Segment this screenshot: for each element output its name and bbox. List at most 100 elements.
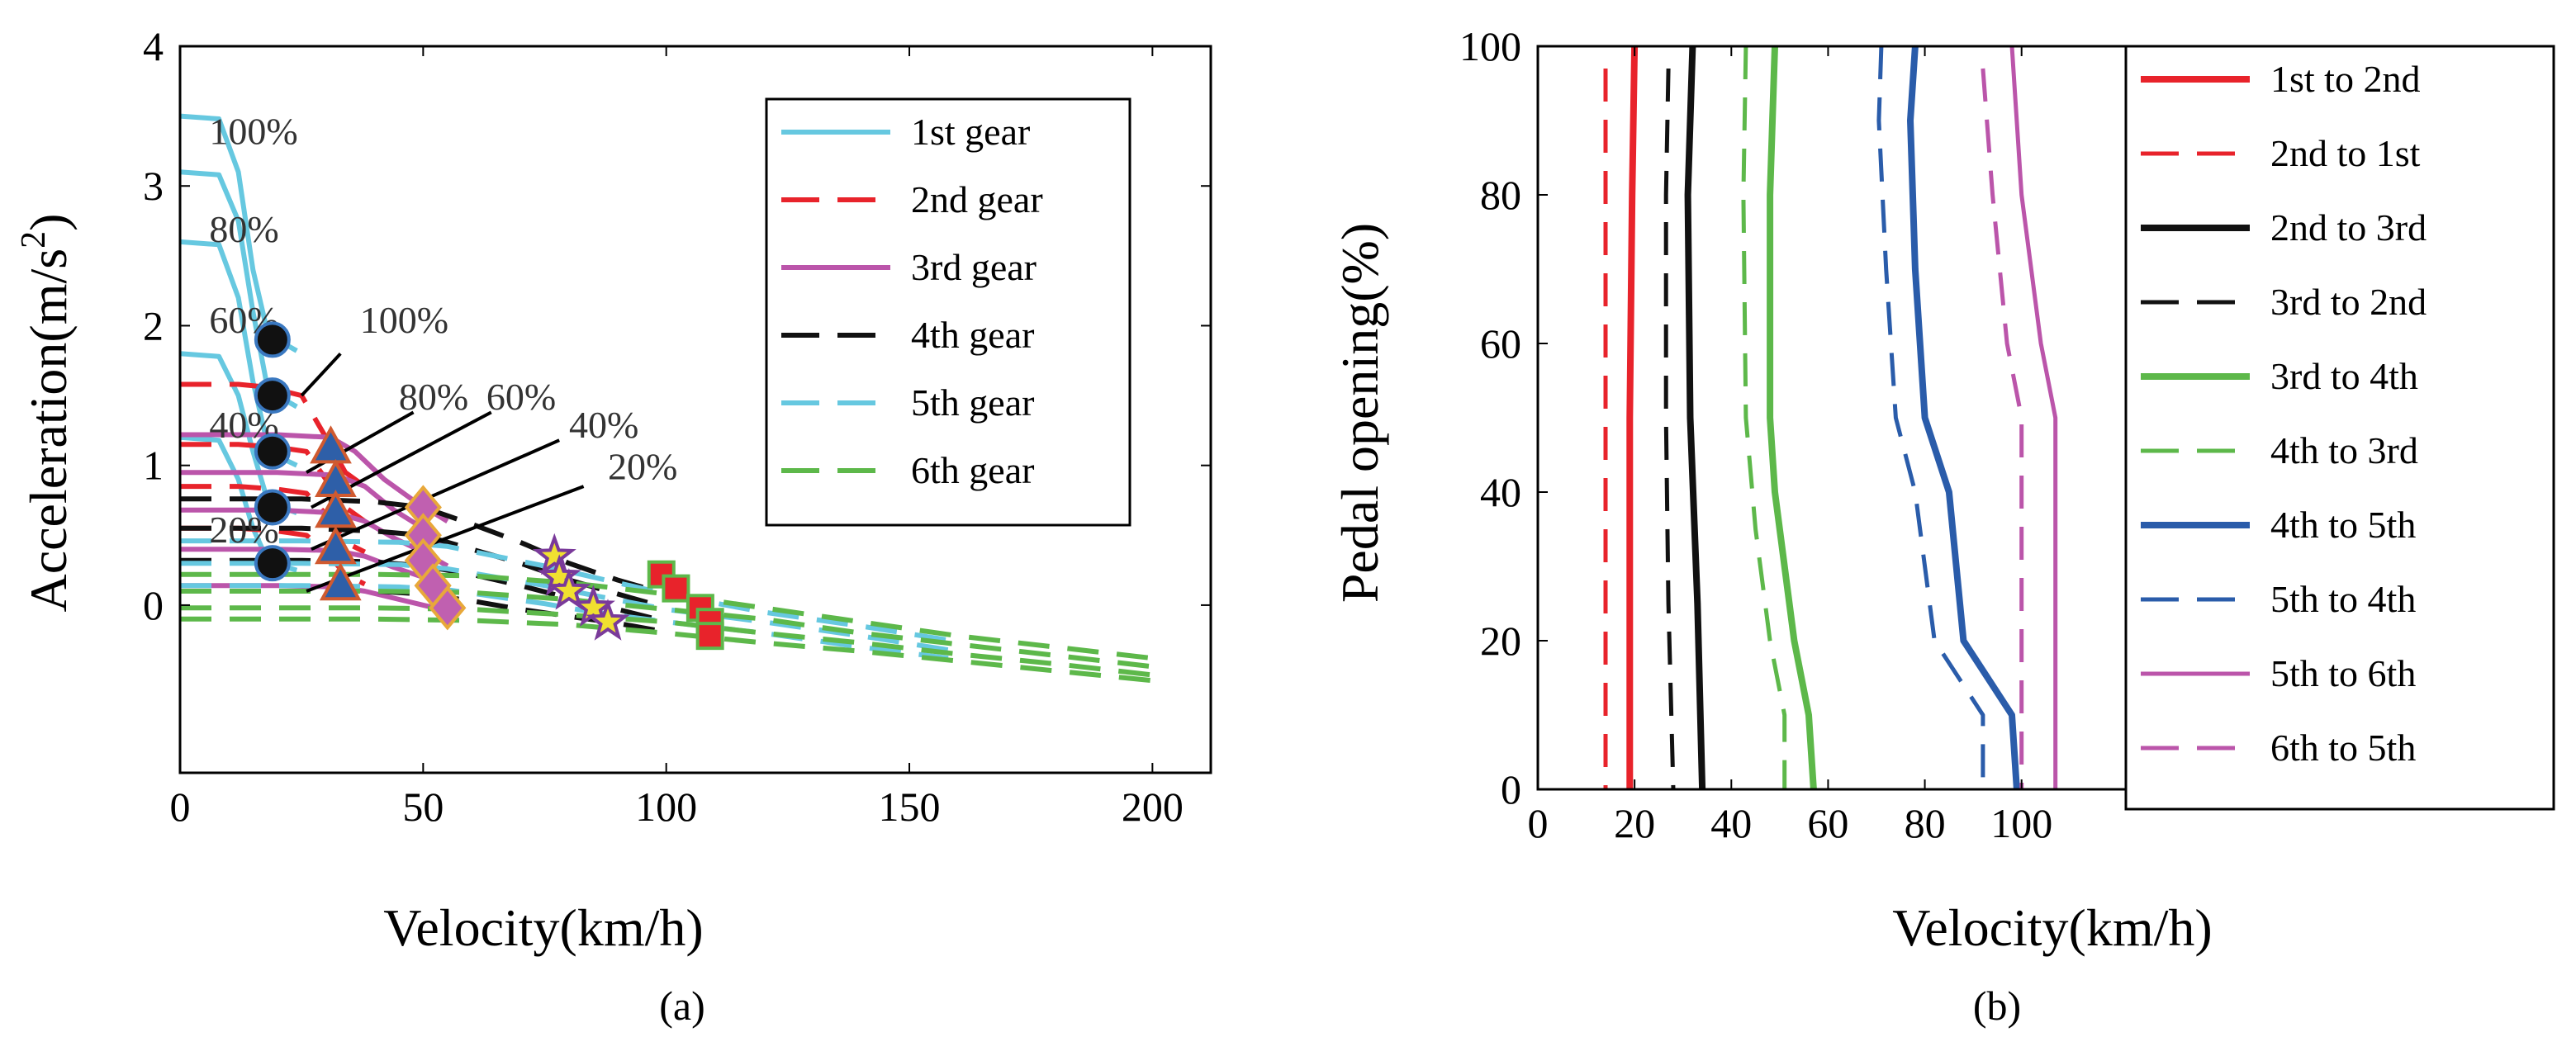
chart-a-series-line <box>180 547 449 591</box>
chart-b-xtick-label: 80 <box>1905 800 1946 846</box>
chart-b-xtick-label: 40 <box>1710 800 1752 846</box>
chart-a-ytick-label: 0 <box>143 582 164 628</box>
chart-panel-a: 100%80%60%40%20%100%80% 60%40%20% 0 50 100 1… <box>15 23 1212 1029</box>
chart-a-ytick-label: 3 <box>143 163 164 209</box>
chart-b-series-line <box>1981 68 2024 789</box>
legend-entry: 3rd gear <box>911 246 1037 288</box>
chart-a-ytick-label: 1 <box>143 443 164 489</box>
chart-a-series-line <box>180 605 1153 678</box>
chart-b-ytick-label: 100 <box>1459 23 1521 69</box>
legend-entry: 3rd to 2nd <box>2270 281 2427 323</box>
legend-entry: 2nd to 3rd <box>2270 206 2427 249</box>
chart-a-xtick-label: 50 <box>402 784 444 830</box>
chart-b-ytick-label: 60 <box>1480 320 1521 367</box>
chart-a-y-axis-label-main: Acceleration(m/s <box>19 249 78 613</box>
chart-a-ytick-label: 2 <box>143 302 164 348</box>
legend-entry: 5th to 6th <box>2270 652 2416 694</box>
chart-a-annotation-leader <box>306 485 585 593</box>
chart-a-annotation-label: 80% <box>209 208 278 250</box>
chart-a-xtick-label: 150 <box>879 784 941 830</box>
chart-b-x-axis-label: Velocity(km/h) <box>1892 898 2212 957</box>
legend-entry: 6th to 5th <box>2270 727 2416 769</box>
chart-b-series-line <box>2009 45 2058 789</box>
chart-b-ytick-label: 40 <box>1480 469 1521 515</box>
chart-a-tick-layer: 0 50 100 150 200 0 1 2 3 4 <box>143 23 1211 830</box>
chart-a-annotation-label: 40% <box>569 404 638 446</box>
chart-a-square-marker <box>695 622 724 651</box>
chart-a-series-line <box>180 484 367 555</box>
chart-b-tick-layer: 0 20 40 60 80 100 0 20 40 60 80 100 <box>1459 23 2554 846</box>
legend-entry: 4th to 3rd <box>2270 429 2418 471</box>
chart-b-series-line <box>1907 45 2020 790</box>
legend-entry: 4th gear <box>911 314 1034 356</box>
legend-entry: 6th gear <box>911 449 1034 491</box>
chart-a-annotation-leader <box>300 352 342 397</box>
chart-a-triangle-marker <box>319 562 362 601</box>
chart-a-square-marker <box>662 574 690 603</box>
chart-b-xtick-label: 100 <box>1990 800 2052 846</box>
legend-entry: 3rd to 4th <box>2270 355 2418 397</box>
chart-a-marker-layer <box>254 321 724 651</box>
chart-a-y-axis-label-close: ) <box>19 214 78 231</box>
chart-a-series-line <box>180 583 448 613</box>
chart-a-star-marker <box>532 533 576 575</box>
chart-b-series-layer <box>1603 45 2058 790</box>
chart-b-caption: (b) <box>1973 983 2021 1029</box>
chart-b-y-axis-label: Pedal opening(%) <box>1331 223 1389 603</box>
chart-b-series-line <box>1741 45 1787 789</box>
legend-box <box>765 97 1131 527</box>
chart-a-annotation-label: 60% <box>486 376 556 418</box>
chart-a-xtick-label: 200 <box>1122 784 1184 830</box>
chart-a-circle-marker <box>254 321 291 358</box>
chart-a-series-line <box>180 442 367 523</box>
chart-b-series-line <box>1767 45 1817 790</box>
chart-b-ytick-label: 0 <box>1501 766 1521 812</box>
chart-a-circle-marker <box>254 489 291 526</box>
chart-a-series-line <box>180 616 1153 684</box>
chart-a-series-line <box>180 589 1153 670</box>
chart-a-star-marker <box>586 599 630 641</box>
chart-b-xtick-label: 60 <box>1807 800 1848 846</box>
legend-box <box>2124 45 2555 811</box>
chart-b-xtick-label: 20 <box>1614 800 1655 846</box>
chart-a-annotation-label: 100% <box>360 299 448 341</box>
chart-panel-b: 0 20 40 60 80 100 0 20 40 60 80 100 1st to 2nd 2nd t… <box>1331 23 2555 1029</box>
legend-entry: 4th to 5th <box>2270 504 2416 546</box>
chart-a-circle-marker <box>254 545 291 582</box>
chart-b-legend: 1st to 2nd 2nd to 1st 2nd to 3rd 3rd to 2nd… <box>2124 45 2555 811</box>
chart-a-annotation-layer: 100%80%60%40%20%100%80% 60%40%20% <box>209 110 677 593</box>
legend-entry: 5th gear <box>911 381 1034 424</box>
chart-a-star-marker <box>547 568 591 610</box>
legend-entry: 2nd to 1st <box>2270 132 2421 174</box>
chart-a-ytick-label: 4 <box>143 23 164 69</box>
chart-a-x-axis-label: Velocity(km/h) <box>383 898 703 957</box>
chart-a-triangle-marker <box>310 425 352 464</box>
chart-a-circle-marker <box>254 433 291 470</box>
chart-a-annotation-label: 20% <box>608 446 677 488</box>
chart-b-ytick-label: 20 <box>1480 618 1521 664</box>
legend-entry: 1st gear <box>911 111 1030 153</box>
chart-a-xtick-label: 100 <box>635 784 697 830</box>
chart-a-triangle-marker <box>314 526 357 565</box>
legend-entry: 1st to 2nd <box>2270 58 2420 100</box>
chart-a-plot-frame <box>178 45 1212 774</box>
chart-b-series-line <box>1626 45 1639 789</box>
chart-b-series-line <box>1876 45 1985 789</box>
legend-entry: 2nd gear <box>911 178 1043 220</box>
chart-a-diamond-marker <box>429 585 467 631</box>
chart-a-caption: (a) <box>659 983 705 1029</box>
chart-a-y-axis-label-superscript: 2 <box>15 231 53 249</box>
chart-b-series-line <box>1663 68 1676 790</box>
chart-a-circle-marker <box>254 377 291 414</box>
chart-a-annotation-label: 80% <box>399 376 468 418</box>
legend-entry: 5th to 4th <box>2270 578 2416 620</box>
chart-a-xtick-label: 0 <box>170 784 191 830</box>
chart-a-series-line <box>180 561 949 653</box>
chart-b-ytick-label: 80 <box>1480 172 1521 218</box>
chart-a-annotation-leader <box>311 438 560 552</box>
chart-a-annotation-label: 100% <box>209 110 297 152</box>
chart-b-xtick-label: 0 <box>1528 800 1549 846</box>
chart-a-y-axis-label: Acceleration(m/s2) <box>15 214 78 613</box>
chart-b-series-line <box>1684 45 1706 790</box>
